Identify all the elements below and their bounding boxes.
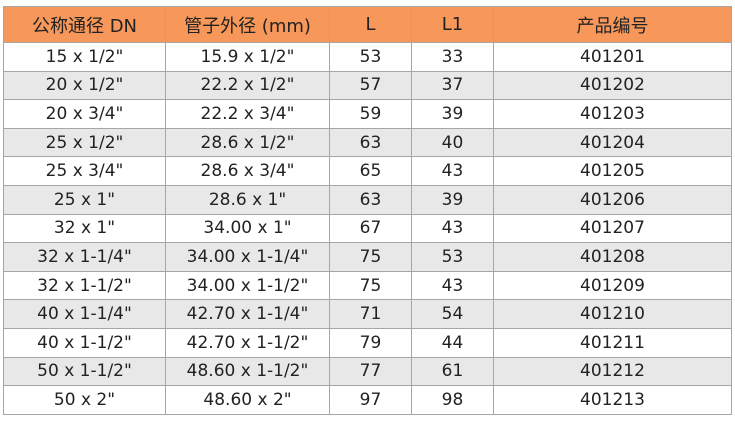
table-cell: 401206 <box>493 184 732 215</box>
table-cell: 71 <box>329 299 412 329</box>
table-cell: 50 x 2" <box>3 385 166 415</box>
column-header: 管子外径 (mm) <box>165 6 330 43</box>
table-row: 50 x 2" 48.60 x 2" 97 98 401213 <box>3 385 732 415</box>
table-cell: 28.6 x 1/2" <box>165 127 330 158</box>
table-cell: 63 <box>329 127 412 158</box>
table-row: 20 x 1/2" 22.2 x 1/2" 57 37 401202 <box>3 70 732 101</box>
table-cell: 22.2 x 3/4" <box>165 99 330 129</box>
table-cell: 22.2 x 1/2" <box>165 70 330 101</box>
table-cell: 32 x 1" <box>3 213 166 244</box>
table-cell: 53 <box>411 242 494 272</box>
table-cell: 59 <box>329 99 412 129</box>
table-cell: 401211 <box>493 327 732 358</box>
table-row: 32 x 1-1/2" 34.00 x 1-1/2" 75 43 401209 <box>3 270 732 301</box>
table-cell: 43 <box>411 156 494 186</box>
table-cell: 42.70 x 1-1/4" <box>165 299 330 329</box>
table-cell: 401205 <box>493 156 732 186</box>
table-cell: 401209 <box>493 270 732 301</box>
table-cell: 15 x 1/2" <box>3 42 166 72</box>
table-cell: 28.6 x 1" <box>165 184 330 215</box>
table-row: 40 x 1-1/2" 42.70 x 1-1/2" 79 44 401211 <box>3 327 732 358</box>
table-cell: 401212 <box>493 356 732 387</box>
table-row: 32 x 1" 34.00 x 1" 67 43 401207 <box>3 213 732 244</box>
table-cell: 97 <box>329 385 412 415</box>
table-row: 50 x 1-1/2" 48.60 x 1-1/2" 77 61 401212 <box>3 356 732 387</box>
column-header: 公称通径 DN <box>3 6 166 43</box>
table-cell: 63 <box>329 184 412 215</box>
table-row: 32 x 1-1/4" 34.00 x 1-1/4" 75 53 401208 <box>3 242 732 272</box>
table-cell: 43 <box>411 270 494 301</box>
table-cell: 40 x 1-1/4" <box>3 299 166 329</box>
table-cell: 77 <box>329 356 412 387</box>
table-cell: 401210 <box>493 299 732 329</box>
table-cell: 34.00 x 1-1/4" <box>165 242 330 272</box>
table-cell: 48.60 x 2" <box>165 385 330 415</box>
table-row: 25 x 1" 28.6 x 1" 63 39 401206 <box>3 184 732 215</box>
table-cell: 79 <box>329 327 412 358</box>
table-cell: 57 <box>329 70 412 101</box>
table-cell: 401204 <box>493 127 732 158</box>
table-cell: 40 x 1-1/2" <box>3 327 166 358</box>
table-cell: 20 x 1/2" <box>3 70 166 101</box>
table-cell: 401208 <box>493 242 732 272</box>
column-header: 产品编号 <box>493 6 732 43</box>
table-cell: 401203 <box>493 99 732 129</box>
table-cell: 25 x 3/4" <box>3 156 166 186</box>
table-cell: 53 <box>329 42 412 72</box>
table-cell: 401213 <box>493 385 732 415</box>
column-header: L <box>329 6 412 43</box>
table-cell: 98 <box>411 385 494 415</box>
table-cell: 401201 <box>493 42 732 72</box>
table-row: 25 x 3/4" 28.6 x 3/4" 65 43 401205 <box>3 156 732 186</box>
table-cell: 54 <box>411 299 494 329</box>
table-cell: 44 <box>411 327 494 358</box>
table-cell: 65 <box>329 156 412 186</box>
table-cell: 28.6 x 3/4" <box>165 156 330 186</box>
table-cell: 401202 <box>493 70 732 101</box>
table-cell: 401207 <box>493 213 732 244</box>
table-cell: 75 <box>329 242 412 272</box>
table-cell: 25 x 1" <box>3 184 166 215</box>
table-cell: 42.70 x 1-1/2" <box>165 327 330 358</box>
table-cell: 32 x 1-1/4" <box>3 242 166 272</box>
table-cell: 34.00 x 1" <box>165 213 330 244</box>
table-cell: 43 <box>411 213 494 244</box>
table-row: 40 x 1-1/4" 42.70 x 1-1/4" 71 54 401210 <box>3 299 732 329</box>
table-cell: 40 <box>411 127 494 158</box>
table-cell: 39 <box>411 99 494 129</box>
table-cell: 33 <box>411 42 494 72</box>
header-row: 公称通径 DN 管子外径 (mm) L L1 产品编号 <box>3 6 732 43</box>
column-header: L1 <box>411 6 494 43</box>
table-row: 15 x 1/2" 15.9 x 1/2" 53 33 401201 <box>3 42 732 72</box>
table-cell: 20 x 3/4" <box>3 99 166 129</box>
table-cell: 75 <box>329 270 412 301</box>
table-cell: 67 <box>329 213 412 244</box>
table-cell: 34.00 x 1-1/2" <box>165 270 330 301</box>
table-cell: 25 x 1/2" <box>3 127 166 158</box>
table-cell: 48.60 x 1-1/2" <box>165 356 330 387</box>
table-cell: 50 x 1-1/2" <box>3 356 166 387</box>
table-row: 25 x 1/2" 28.6 x 1/2" 63 40 401204 <box>3 127 732 158</box>
table-row: 20 x 3/4" 22.2 x 3/4" 59 39 401203 <box>3 99 732 129</box>
table-cell: 15.9 x 1/2" <box>165 42 330 72</box>
table-cell: 32 x 1-1/2" <box>3 270 166 301</box>
product-spec-table: 公称通径 DN 管子外径 (mm) L L1 产品编号 15 x 1/2" 15.9 x … <box>3 6 732 415</box>
table-cell: 39 <box>411 184 494 215</box>
table-cell: 37 <box>411 70 494 101</box>
table-cell: 61 <box>411 356 494 387</box>
